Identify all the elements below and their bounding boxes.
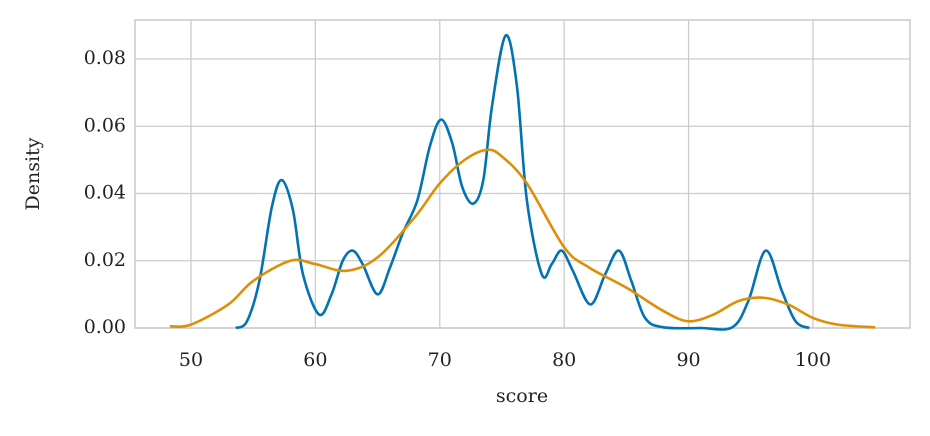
y-tick-label: 0.04	[84, 182, 126, 204]
x-tick-label: 90	[676, 349, 700, 371]
x-tick-label: 50	[179, 349, 203, 371]
density-line	[235, 34, 810, 331]
y-tick-label: 0.00	[84, 316, 126, 338]
x-tick-label: 70	[428, 349, 452, 371]
y-tick-label: 0.02	[84, 249, 126, 271]
y-axis-label: Density	[22, 137, 44, 210]
density-line	[169, 148, 876, 329]
x-tick-label: 60	[303, 349, 327, 371]
x-tick-label: 100	[795, 349, 831, 371]
x-tick-label: 80	[552, 349, 576, 371]
x-axis-label: score	[496, 385, 548, 407]
y-tick-label: 0.06	[84, 114, 126, 136]
plot-frame	[134, 19, 911, 329]
y-tick-label: 0.08	[84, 47, 126, 69]
